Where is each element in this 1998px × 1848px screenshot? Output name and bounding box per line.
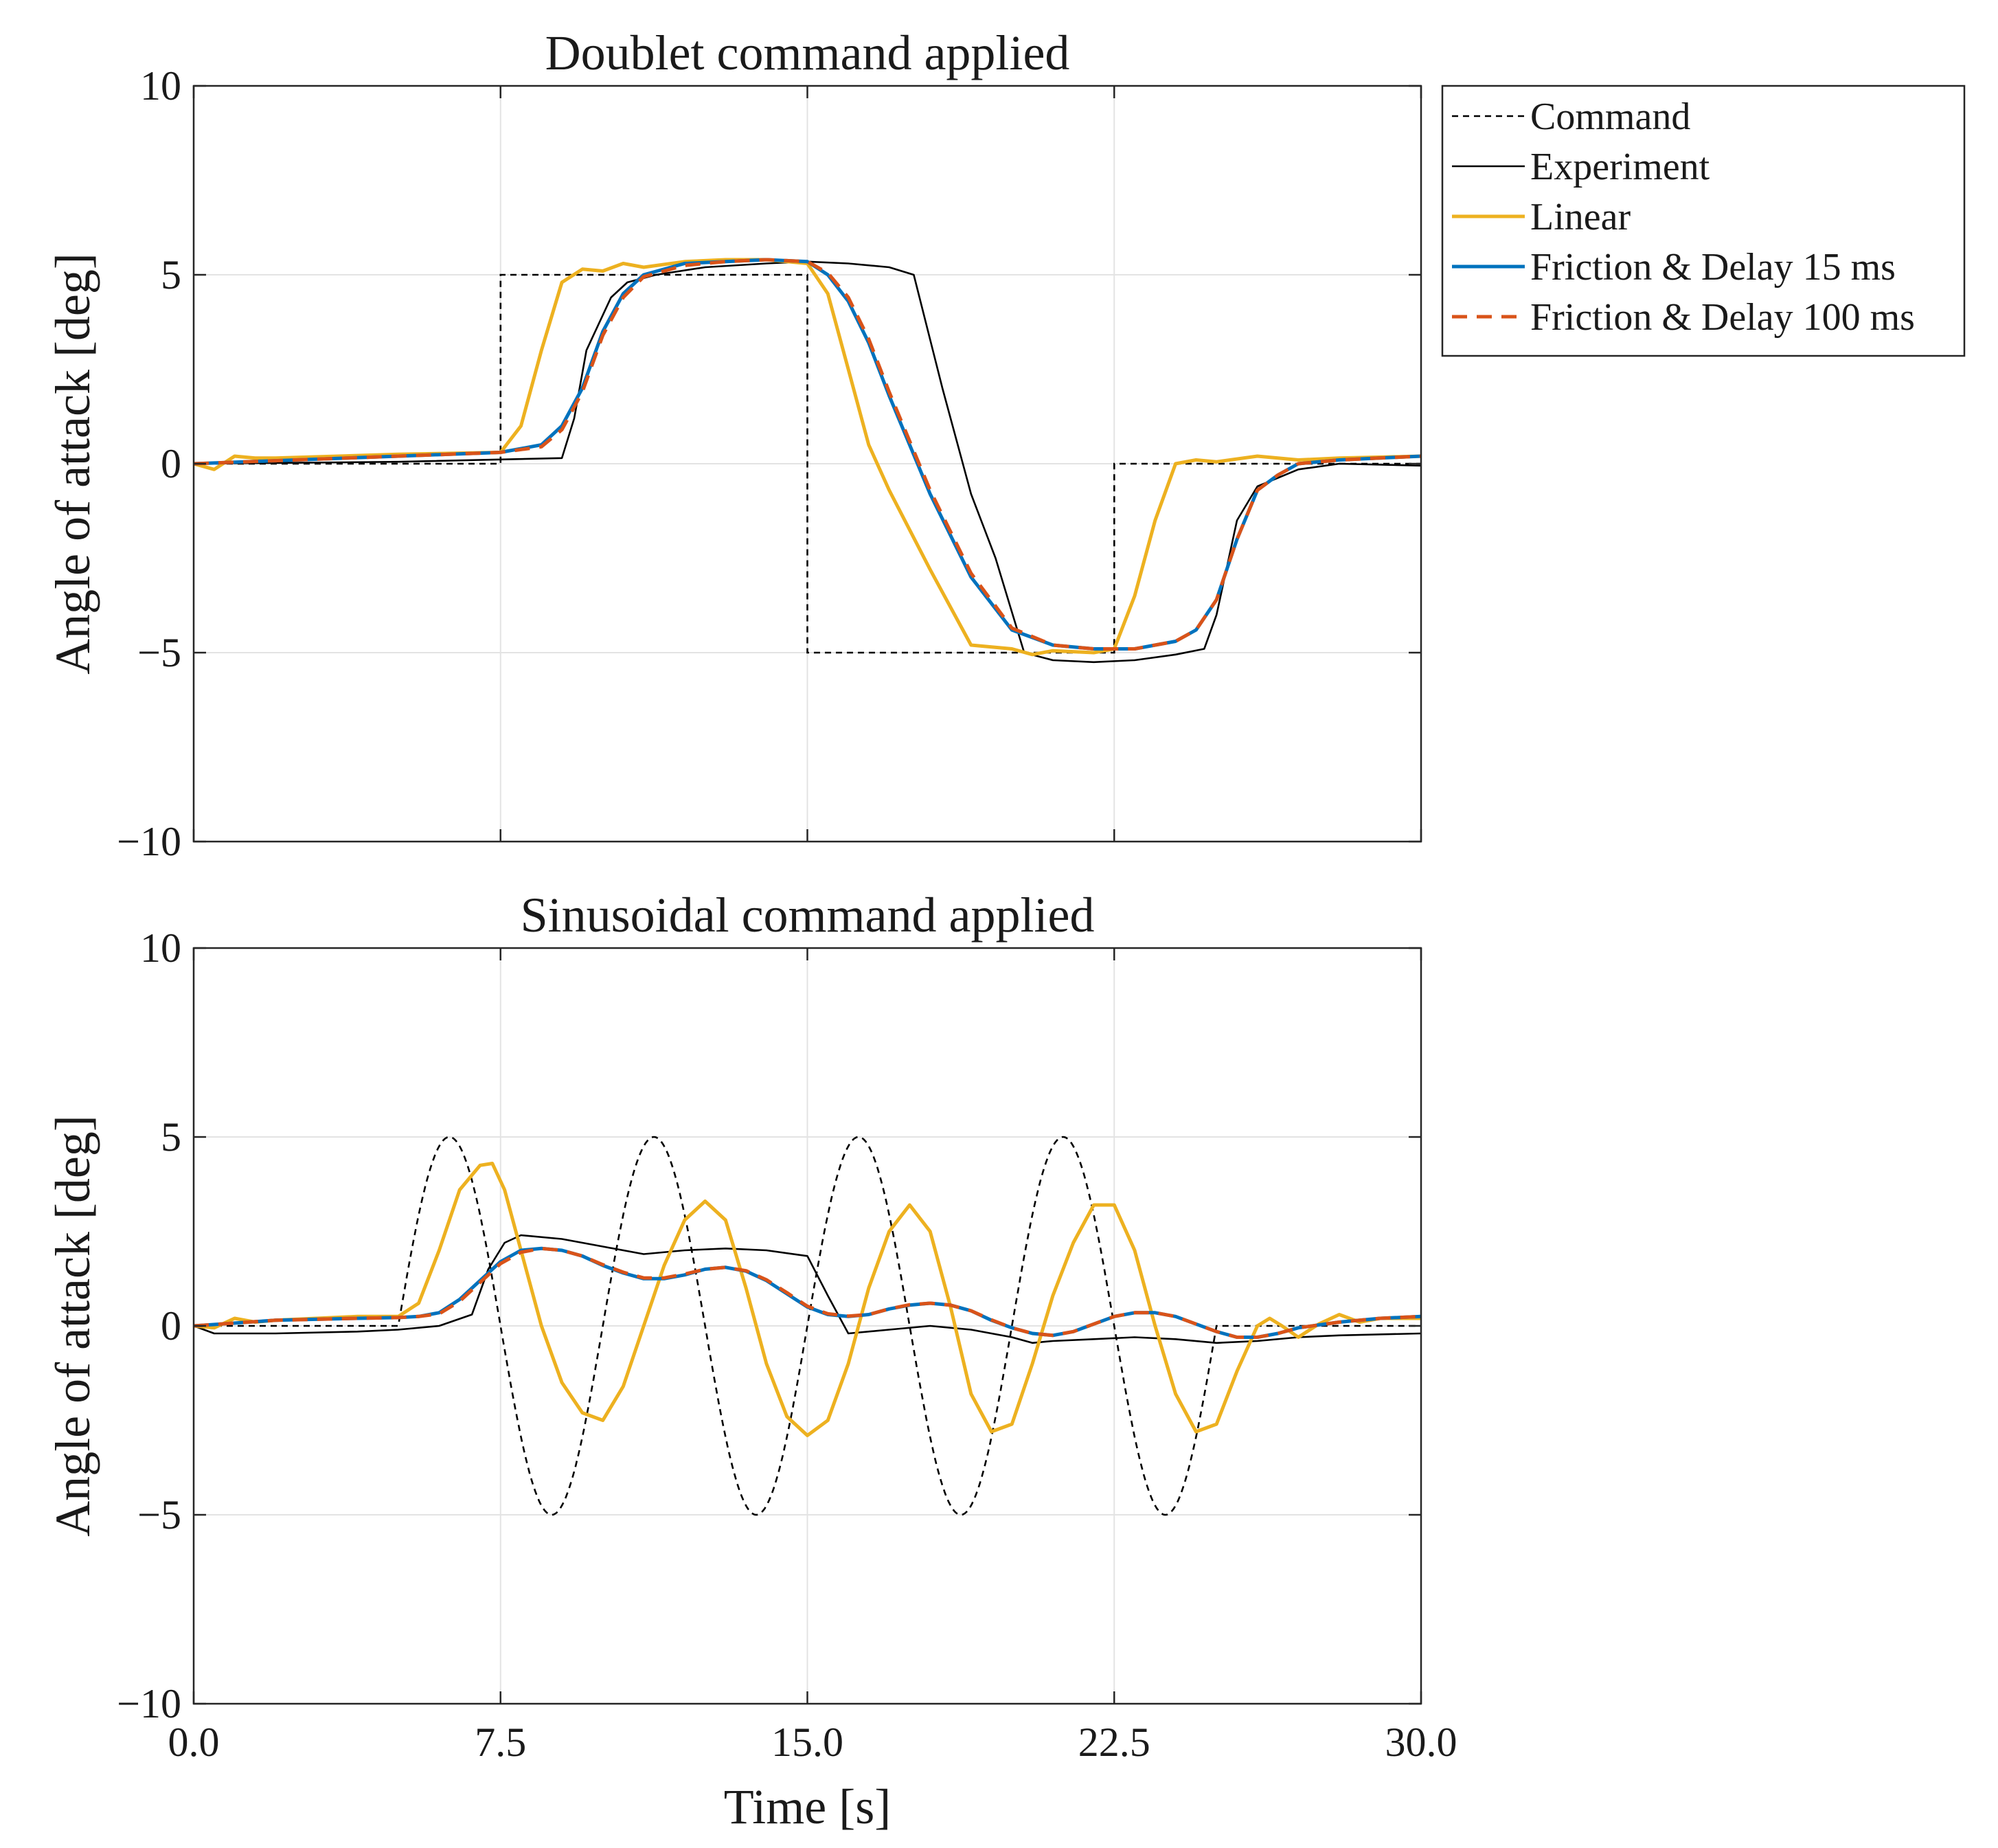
y-tick-label: 10	[140, 63, 181, 109]
legend-label: Experiment	[1530, 146, 1710, 188]
series-command-line	[194, 273, 1421, 654]
y-tick-label: 5	[161, 252, 181, 297]
legend-label: Command	[1530, 95, 1690, 138]
series-friction-delay-100-ms-line	[194, 258, 1421, 651]
series-friction-delay-100-ms-line	[194, 1246, 1421, 1339]
legend-label: Friction & Delay 15 ms	[1530, 246, 1896, 289]
legend-box	[1441, 84, 1966, 357]
y-tick-label: −10	[117, 819, 181, 864]
legend-label: Friction & Delay 100 ms	[1530, 296, 1915, 339]
chart-title: Doublet command applied	[545, 25, 1070, 80]
y-tick-label: 10	[140, 925, 181, 971]
legend-label: Linear	[1530, 196, 1631, 238]
series-linear-line	[194, 258, 1421, 657]
y-tick-label: −5	[137, 1492, 181, 1537]
y-tick-label: 0	[161, 1303, 181, 1349]
x-tick-label: 30.0	[1385, 1720, 1457, 1765]
y-axis-label: Angle of attack [deg]	[45, 1115, 100, 1537]
x-axis-label: Time [s]	[724, 1779, 891, 1834]
sinusoidal-plot: 0.0 7.5 15.0 22.5 30.0 −10 −5 0 5 10 Sinusoidal co…	[45, 888, 1457, 1834]
legend: Command Experiment Linear Friction & Delay …	[1441, 84, 1966, 357]
y-tick-label: −5	[137, 630, 181, 675]
series-experiment-line	[194, 1234, 1421, 1344]
series-group	[194, 258, 1421, 664]
y-axis-label: Angle of attack [deg]	[45, 253, 100, 675]
x-tick-label: 7.5	[475, 1720, 526, 1765]
doublet-plot: −10 −5 0 5 10 Doublet command applied Angle of…	[45, 25, 1422, 864]
y-tick-label: −10	[117, 1681, 181, 1726]
x-tick-label: 22.5	[1078, 1720, 1150, 1765]
x-tick-label: 0.0	[168, 1720, 220, 1765]
series-group	[194, 1136, 1421, 1516]
x-tick-label: 15.0	[771, 1720, 843, 1765]
series-linear-line	[194, 1162, 1421, 1437]
y-tick-label: 5	[161, 1114, 181, 1160]
series-command-line	[194, 1136, 1421, 1516]
y-tick-label: 0	[161, 441, 181, 486]
chart-title: Sinusoidal command applied	[521, 888, 1095, 943]
